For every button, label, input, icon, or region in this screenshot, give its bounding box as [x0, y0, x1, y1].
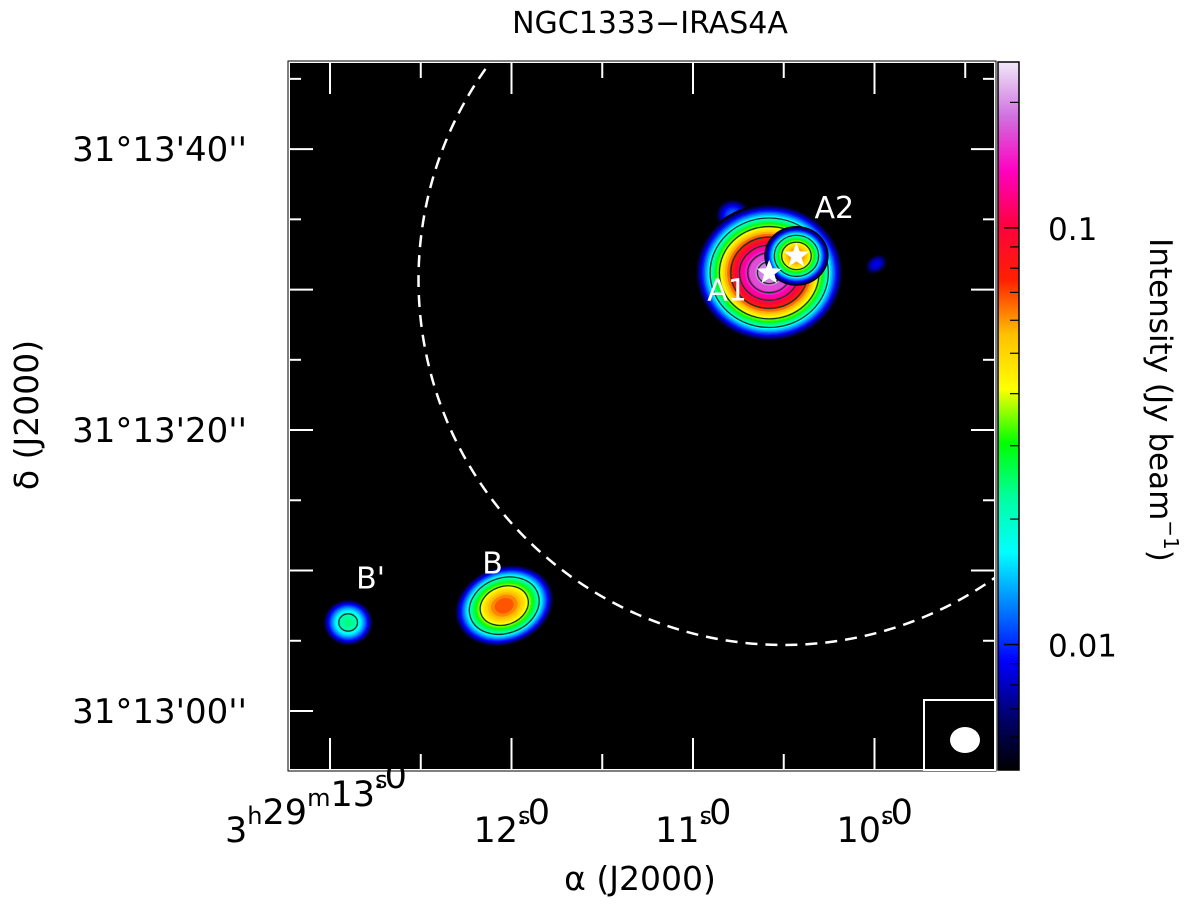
x-tick-label: 11s.0 [655, 793, 731, 851]
colorbar-label: Intensity (Jy beam−1) [1142, 238, 1183, 562]
x-tick-label-unit: s [700, 802, 713, 830]
colorbar-tick-label: 0.01 [1048, 629, 1117, 665]
x-tick-label-unit: s [881, 802, 894, 830]
primary-beam-circle [417, 62, 995, 647]
colorbar-label-main: Intensity (Jy beam [1142, 238, 1178, 520]
x-tick-label-value: 12 [474, 811, 519, 851]
beam-ellipse [950, 727, 980, 753]
x-tick-label-value: 11 [655, 811, 700, 851]
x-tick-label-unit: s [518, 802, 531, 830]
map-overlay: A1 A2 B B' [356, 62, 995, 647]
x-tick-label-value: .0 [698, 793, 731, 833]
x-tick-label-value: 13 [330, 775, 375, 815]
intensity-level [343, 618, 353, 627]
x-tick-label-value: 10 [836, 811, 881, 851]
colorbar-label-close: ) [1142, 550, 1178, 562]
y-tick-label: 31°13'00'' [72, 692, 247, 732]
axis-ticks [289, 62, 995, 770]
intensity-level [874, 262, 879, 267]
star-marker-a2 [784, 242, 809, 267]
star-marker-a1 [756, 259, 782, 284]
y-tick-label: 31°13'40'' [72, 130, 247, 170]
contour-line [709, 217, 830, 329]
colorbar [997, 61, 1020, 771]
plot-area [289, 62, 995, 770]
intensity-level [494, 597, 514, 614]
y-tick-label: 31°13'20'' [72, 411, 247, 451]
beam-inset [923, 699, 996, 771]
source-B [454, 564, 555, 647]
source-label-a2: A2 [814, 191, 854, 226]
source-label-b: B [482, 547, 503, 582]
x-tick-label: 10s.0 [836, 793, 912, 851]
contour-line [338, 613, 359, 632]
plot-frame [288, 61, 996, 771]
x-tick-label-value: 29 [263, 793, 308, 833]
x-tick-label-unit: s [375, 766, 388, 794]
x-tick-label-value: .0 [880, 793, 913, 833]
colorbar-ticks: 0.1 0.01 [1004, 101, 1117, 738]
x-tick-label-unit: h [247, 802, 262, 830]
y-axis-label: δ (J2000) [7, 340, 46, 490]
colorbar-tick-label: 0.1 [1048, 212, 1097, 248]
source-label-b-prime: B' [356, 562, 385, 597]
y-tick-labels: 31°13'40'' 31°13'20'' 31°13'00'' [72, 130, 247, 732]
source-blob-1 [865, 254, 888, 275]
chart-title: NGC1333−IRAS4A [512, 6, 788, 41]
x-tick-label: 12s.0 [474, 793, 550, 851]
contour-line [773, 234, 820, 278]
x-tick-label: 3h29m13s.0 [225, 757, 407, 851]
x-tick-label-value: 3 [225, 811, 247, 851]
contour-line [479, 585, 529, 627]
x-axis-label: α (J2000) [564, 859, 716, 898]
x-tick-label-value: .0 [517, 793, 550, 833]
x-tick-label-value: .0 [374, 757, 407, 797]
source-B' [323, 599, 374, 646]
contour-line [780, 241, 812, 271]
plot-outer-frame [287, 60, 997, 772]
x-tick-label-unit: m [307, 784, 330, 812]
colorbar-label-exponent: −1 [1159, 520, 1183, 549]
source-label-a1: A1 [707, 274, 747, 309]
contour-line [468, 576, 540, 636]
